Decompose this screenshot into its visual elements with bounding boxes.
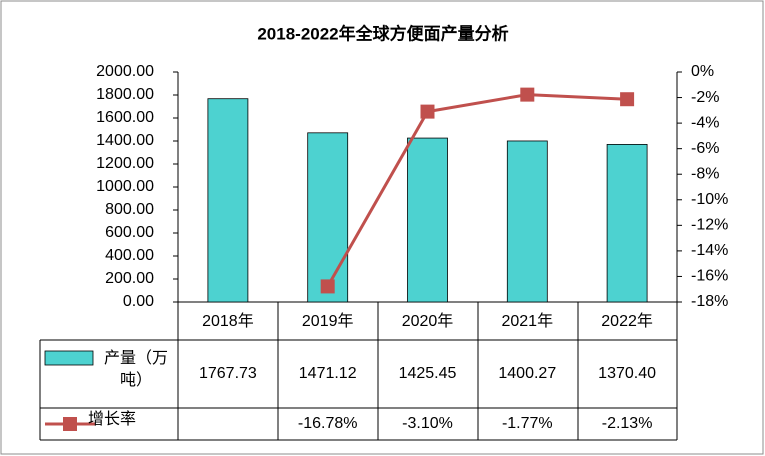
y2-tick-label: -4% (691, 114, 719, 131)
y-tick-label: 600.00 (105, 224, 154, 241)
y2-tick-label: -16% (691, 268, 728, 285)
legend-swatch (44, 350, 94, 366)
table-value: 1767.73 (199, 365, 257, 382)
x-tick-label: 2018年 (202, 312, 254, 330)
x-tick-label: 2020年 (402, 312, 454, 330)
legend-marker (63, 417, 77, 431)
line (326, 93, 628, 288)
y-tick-label: 2000.00 (96, 63, 154, 80)
table-value: 1370.40 (598, 365, 656, 382)
table-value: 1400.27 (498, 365, 556, 382)
y2-tick-label: 0% (691, 63, 714, 80)
y-tick-label: 0.00 (123, 293, 154, 310)
y-tick-label: 1800.00 (96, 86, 154, 103)
y-tick-label: 400.00 (105, 247, 154, 264)
table-value: -1.77% (502, 415, 553, 432)
y-tick-label: 1600.00 (96, 109, 154, 126)
y2-tick-label: -8% (691, 165, 719, 182)
x-tick-label: 2019年 (302, 312, 354, 330)
y2-tick-label: -10% (691, 191, 728, 208)
legend-label: 产量（万吨） (103, 350, 168, 389)
line-marker (520, 87, 535, 102)
bar (606, 144, 648, 303)
y2-tick-label: -14% (691, 242, 728, 259)
line-marker (420, 104, 435, 119)
chart-title: 2018-2022年全球方便面产量分析 (257, 23, 508, 43)
legend-label-box: 产量（万吨） (103, 350, 168, 389)
bar (506, 140, 548, 303)
y-tick-label: 1400.00 (96, 132, 154, 149)
bar (307, 132, 349, 303)
legend-label: 增长率 (88, 410, 136, 428)
table-value: -3.10% (402, 415, 453, 432)
table-frame (39, 72, 678, 441)
line-marker (620, 92, 635, 107)
line-marker (320, 279, 335, 294)
table-value: -2.13% (602, 415, 653, 432)
y2-tick-label: -12% (691, 217, 728, 234)
y2-tick-label: -6% (691, 140, 719, 157)
y-tick-label: 1200.00 (96, 155, 154, 172)
x-tick-label: 2022年 (601, 312, 653, 330)
table-value: 1425.45 (399, 365, 457, 382)
table-value: 1471.12 (299, 365, 357, 382)
bar (407, 137, 448, 303)
x-tick-label: 2021年 (501, 312, 553, 330)
y2-tick-label: -18% (691, 293, 728, 310)
bar (207, 98, 249, 303)
y-tick-label: 800.00 (105, 201, 154, 218)
y2-tick-label: -2% (691, 89, 719, 106)
table-value: -16.78% (298, 415, 358, 432)
y-tick-label: 1000.00 (96, 178, 154, 195)
y-tick-label: 200.00 (105, 270, 154, 287)
